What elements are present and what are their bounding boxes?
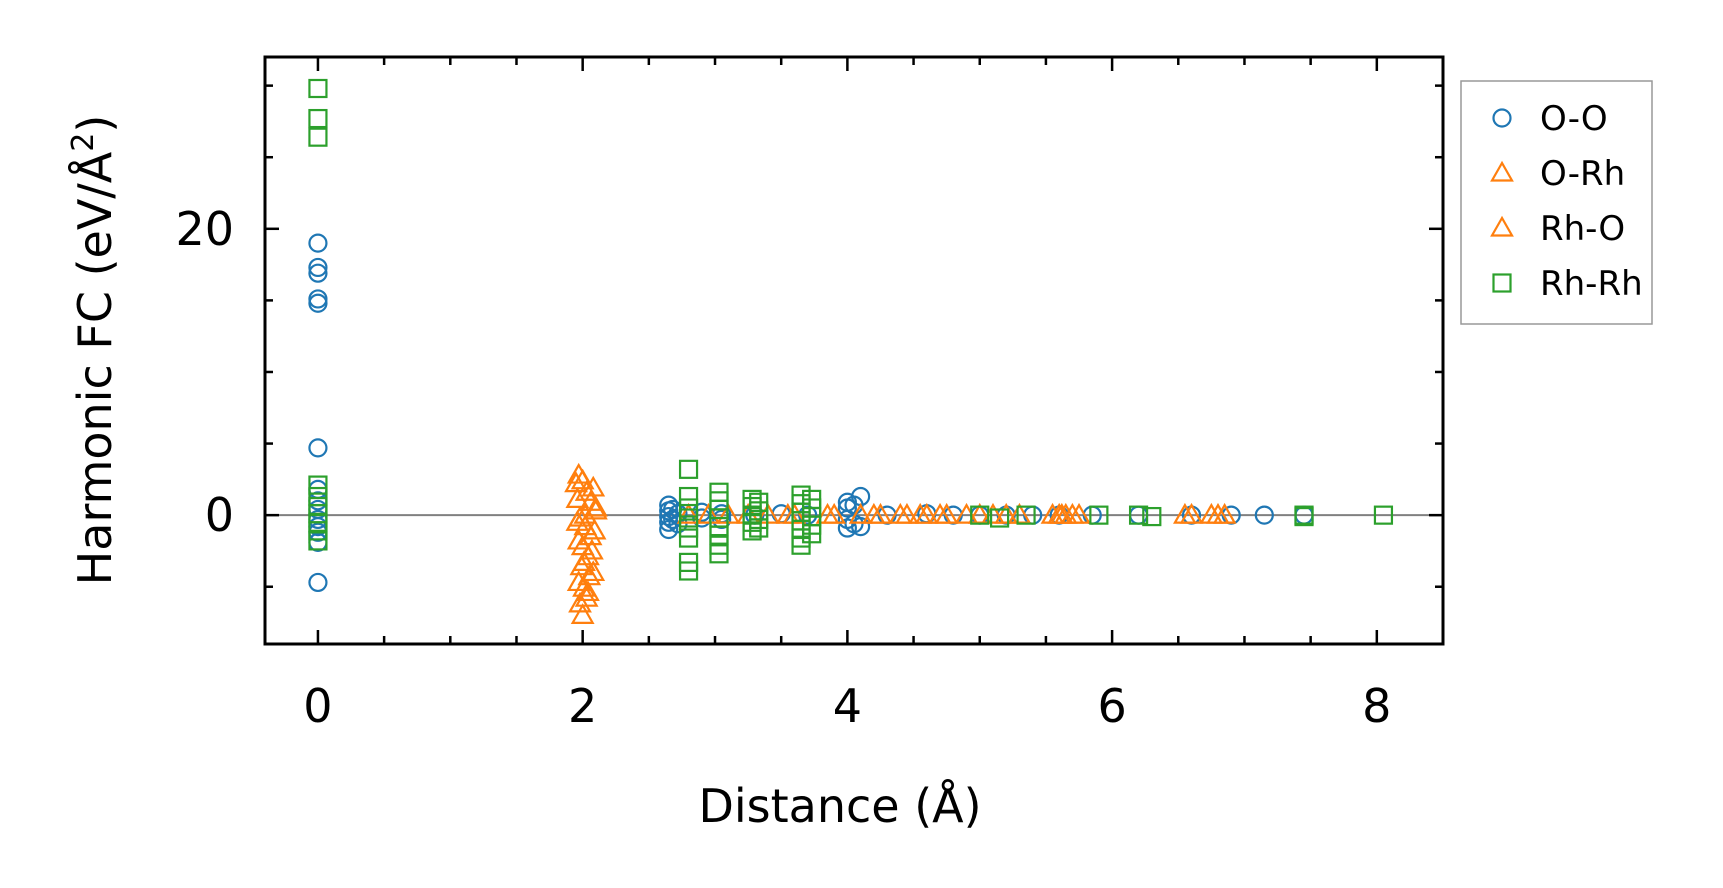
point-o-rh	[584, 498, 608, 520]
point-o-o	[308, 293, 328, 313]
y-axis-label-close: )	[68, 115, 122, 133]
point-rh-o	[994, 502, 1019, 524]
point-rh-rh	[308, 531, 328, 551]
point-rh-rh	[742, 521, 762, 541]
point-o-o	[308, 572, 328, 593]
point-o-o	[308, 438, 328, 458]
point-rh-rh	[802, 524, 822, 544]
point-rh-o	[908, 502, 933, 524]
point-rh-rh	[1294, 506, 1314, 527]
point-rh-o	[581, 475, 606, 497]
legend: O-O O-Rh Rh-O Rh-Rh	[1460, 80, 1653, 325]
point-rh-o	[566, 570, 591, 592]
x-tick-label: 8	[1362, 679, 1391, 733]
x-tick-label: 0	[303, 679, 332, 733]
x-tick-label: 6	[1097, 679, 1126, 733]
point-rh-rh	[1016, 505, 1036, 525]
point-rh-rh	[1142, 506, 1162, 527]
point-rh-o	[568, 591, 592, 613]
point-rh-o	[888, 502, 913, 524]
y-axis-label: Harmonic FC (eV/Å2)	[66, 115, 122, 586]
point-rh-o	[565, 487, 590, 508]
point-rh-rh	[678, 528, 699, 548]
point-o-o	[1254, 505, 1274, 525]
point-rh-o	[1206, 502, 1230, 524]
point-rh-rh	[308, 521, 328, 541]
point-rh-rh	[308, 108, 328, 129]
legend-marker-rh-rh	[1492, 273, 1512, 293]
point-rh-o	[815, 502, 840, 524]
legend-label-o-rh: O-Rh	[1540, 154, 1625, 194]
y-tick-label: 20	[175, 202, 234, 256]
point-rh-rh	[678, 518, 699, 538]
point-rh-o	[584, 495, 608, 517]
point-rh-rh	[678, 561, 699, 581]
point-o-rh	[676, 502, 701, 524]
point-rh-o	[582, 518, 607, 540]
point-rh-rh	[308, 475, 328, 495]
point-o-o	[851, 516, 871, 537]
point-rh-o	[1067, 502, 1091, 524]
point-rh-rh	[1373, 505, 1394, 525]
point-rh-o	[573, 502, 598, 524]
legend-marker-o-o	[1492, 108, 1512, 128]
point-o-o	[308, 263, 328, 283]
point-rh-rh	[308, 127, 328, 147]
point-o-o	[308, 257, 328, 278]
point-rh-o	[580, 538, 604, 560]
point-rh-o	[928, 502, 952, 524]
point-o-rh	[572, 575, 596, 597]
point-o-o	[712, 509, 732, 530]
legend-label-rh-rh: Rh-Rh	[1540, 264, 1643, 304]
point-rh-o	[1173, 502, 1197, 524]
x-tick-label: 2	[568, 679, 597, 733]
point-rh-rh	[678, 486, 699, 507]
point-rh-rh	[678, 508, 699, 528]
point-rh-o	[1053, 502, 1078, 524]
legend-items: O-O O-Rh Rh-O Rh-Rh	[1490, 99, 1643, 304]
point-rh-rh	[709, 525, 729, 545]
tick-labels-layer: 0 2 4 6 8 0 20	[175, 202, 1391, 733]
y-axis-label-main: Harmonic FC (eV/Å	[68, 151, 122, 585]
y-axis-label-superscript: 2	[66, 133, 101, 152]
legend-label-rh-o: Rh-O	[1540, 209, 1625, 249]
plot-area	[265, 57, 1443, 644]
point-rh-o	[696, 502, 721, 524]
y-tick-label: 0	[205, 488, 234, 542]
point-rh-rh	[678, 498, 699, 518]
point-o-rh	[848, 502, 873, 524]
point-rh-o	[565, 510, 590, 531]
point-rh-rh	[678, 459, 699, 479]
point-rh-rh	[1128, 505, 1149, 525]
point-rh-rh	[308, 78, 328, 99]
point-rh-rh	[989, 508, 1010, 528]
point-o-o	[308, 233, 328, 253]
point-rh-rh	[1089, 505, 1109, 525]
plot-frame	[263, 55, 1445, 646]
point-rh-o	[572, 550, 596, 571]
point-rh-o	[566, 528, 591, 550]
legend-marker-rh-o	[1490, 215, 1514, 237]
points-layer	[308, 78, 1394, 624]
point-rh-o	[581, 560, 606, 582]
point-rh-rh	[970, 505, 990, 525]
x-axis-label: Distance (Å)	[698, 779, 981, 833]
point-rh-o	[861, 502, 886, 524]
x-tick-label: 4	[833, 679, 862, 733]
legend-label-o-o: O-O	[1540, 99, 1608, 139]
point-rh-rh	[709, 544, 729, 564]
point-o-rh	[570, 603, 595, 624]
point-o-o	[659, 519, 679, 540]
point-rh-rh	[749, 518, 769, 538]
point-rh-o	[576, 580, 600, 602]
legend-marker-o-rh	[1490, 160, 1514, 182]
point-rh-rh	[791, 535, 811, 555]
